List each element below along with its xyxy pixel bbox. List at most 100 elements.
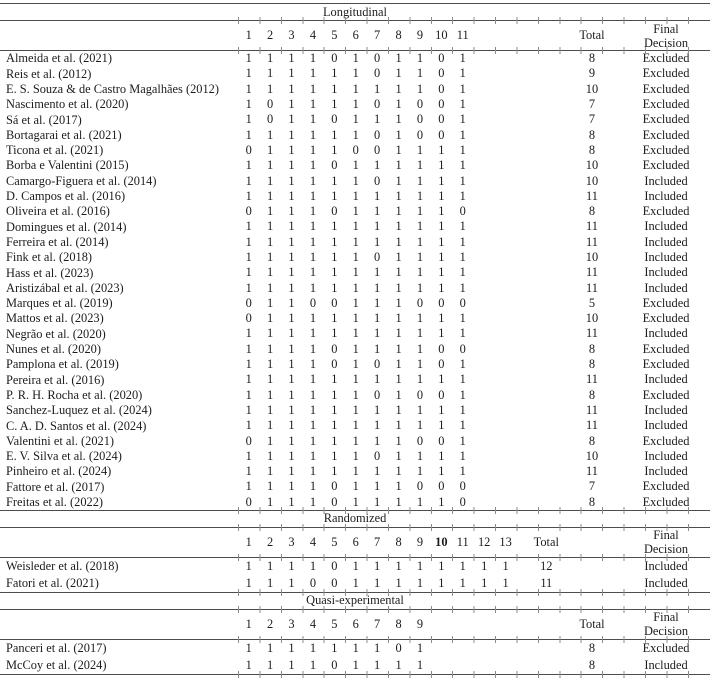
score-cell: 1 (395, 575, 402, 590)
section-divider-line (0, 506, 710, 514)
score-cell: 1 (331, 433, 338, 448)
criterion-header: 11 (456, 28, 469, 42)
study-name: Ticona et al. (2021) (6, 143, 104, 158)
score-cell: 0 (438, 479, 445, 494)
table-row: Sanchez-Luquez et al. (2024) 1 1 1 1 1 1 1 1 1 1 1 1… (0, 403, 710, 418)
decision-cell: Included (644, 173, 688, 188)
table-row: C. A. D. Santos et al. (2024) 1 1 1 1 1 1 1 1 1 1 1… (0, 418, 710, 433)
total-header: Total (579, 616, 605, 631)
score-cell: 1 (395, 494, 402, 509)
score-cell: 1 (352, 433, 359, 448)
total-cell: 10 (585, 158, 599, 173)
decision-cell: Excluded (642, 295, 690, 310)
section-divider-line (0, 588, 710, 596)
score-cell: 1 (245, 173, 252, 188)
score-cell: 1 (309, 433, 317, 448)
score-cell: 0 (309, 575, 317, 590)
final-decision-header-line1: Final (653, 610, 679, 625)
score-cell: 0 (245, 311, 252, 326)
score-cell: 1 (331, 418, 338, 433)
score-cell: 1 (288, 558, 295, 573)
score-cell: 1 (331, 387, 338, 402)
score-cell: 1 (352, 311, 359, 326)
score-cell: 1 (331, 142, 338, 157)
study-name: Oliveira et al. (2016) (6, 204, 110, 219)
score-cell: 0 (438, 97, 445, 112)
score-cell: 1 (288, 311, 295, 326)
total-cell: 11 (586, 234, 598, 249)
title-underline (0, 17, 710, 24)
score-cell: 1 (309, 204, 317, 219)
total-cell: 11 (586, 188, 598, 203)
decision-cell: Excluded (642, 66, 690, 81)
score-cell: 1 (438, 142, 445, 157)
table-bottom-border (0, 670, 710, 678)
decision-cell: Included (644, 234, 688, 249)
score-cell: 1 (331, 219, 338, 234)
score-cell: 1 (416, 81, 424, 96)
section-title: Longitudinal (322, 4, 387, 19)
total-cell: 8 (588, 204, 596, 219)
score-cell: 1 (331, 265, 338, 280)
score-cell: 1 (245, 158, 252, 173)
score-cell: 1 (331, 640, 338, 655)
score-cell: 1 (331, 448, 338, 463)
score-cell: 1 (288, 51, 295, 66)
score-cell: 0 (416, 127, 424, 142)
score-cell: 0 (438, 357, 445, 372)
total-cell: 8 (588, 142, 596, 157)
section-title-row: Longitudinal (0, 4, 710, 20)
score-cell: 1 (267, 402, 274, 417)
decision-cell: Included (644, 448, 688, 463)
score-cell: 1 (459, 280, 466, 295)
score-cell: 1 (459, 402, 466, 417)
table-row: Domingues et al. (2014) 1 1 1 1 1 1 1 1 1 1 1 11 Incl… (0, 219, 710, 234)
score-cell: 1 (395, 387, 402, 402)
total-cell: 8 (588, 341, 596, 356)
total-cell: 7 (588, 97, 596, 112)
score-cell: 1 (352, 265, 359, 280)
score-cell: 1 (438, 464, 445, 479)
score-cell: 1 (245, 575, 252, 590)
score-cell: 0 (331, 479, 338, 494)
score-cell: 1 (245, 341, 252, 356)
score-cell: 1 (245, 97, 252, 112)
criterion-header: 5 (331, 28, 338, 42)
score-cell: 1 (416, 158, 424, 173)
score-cell: 1 (288, 265, 295, 280)
score-cell: 1 (352, 326, 359, 341)
total-cell: 11 (540, 575, 553, 590)
final-decision-header: Final Decision (622, 610, 710, 638)
score-cell: 1 (309, 464, 317, 479)
final-decision-header: Final Decision (622, 528, 710, 556)
decision-cell: Excluded (642, 433, 690, 448)
score-cell: 1 (395, 464, 402, 479)
table-row: Freitas et al. (2022) 0 1 1 1 0 1 1 1 1 1 0 8 Exclude… (0, 495, 710, 510)
score-cell: 1 (416, 326, 424, 341)
score-cell: 1 (267, 127, 274, 142)
score-cell: 1 (438, 326, 445, 341)
criterion-header: 10 (435, 28, 448, 42)
score-cell: 0 (374, 387, 381, 402)
score-cell: 1 (309, 265, 317, 280)
score-cell: 1 (438, 265, 445, 280)
score-cell: 0 (459, 204, 466, 219)
score-cell: 1 (288, 81, 295, 96)
score-cell: 1 (502, 558, 509, 573)
score-cell: 1 (374, 81, 381, 96)
study-name: D. Campos et al. (2016) (6, 189, 126, 204)
score-cell: 1 (459, 173, 466, 188)
score-cell: 1 (374, 188, 381, 203)
total-cell: 9 (588, 66, 596, 81)
score-cell: 1 (245, 479, 252, 494)
score-cell: 1 (374, 494, 381, 509)
score-cell: 0 (438, 127, 445, 142)
total-cell: 8 (588, 387, 596, 402)
score-cell: 1 (374, 657, 381, 672)
table-row: Negrão et al. (2020) 1 1 1 1 1 1 1 1 1 1 1 11 Include… (0, 326, 710, 341)
score-cell: 1 (288, 479, 295, 494)
header-underline (0, 553, 710, 561)
study-name: Panceri et al. (2017) (6, 641, 107, 656)
table-row: McCoy et al. (2024) 1 1 1 1 0 1 1 1 1 8 Included (0, 657, 710, 674)
score-cell: 1 (309, 158, 317, 173)
